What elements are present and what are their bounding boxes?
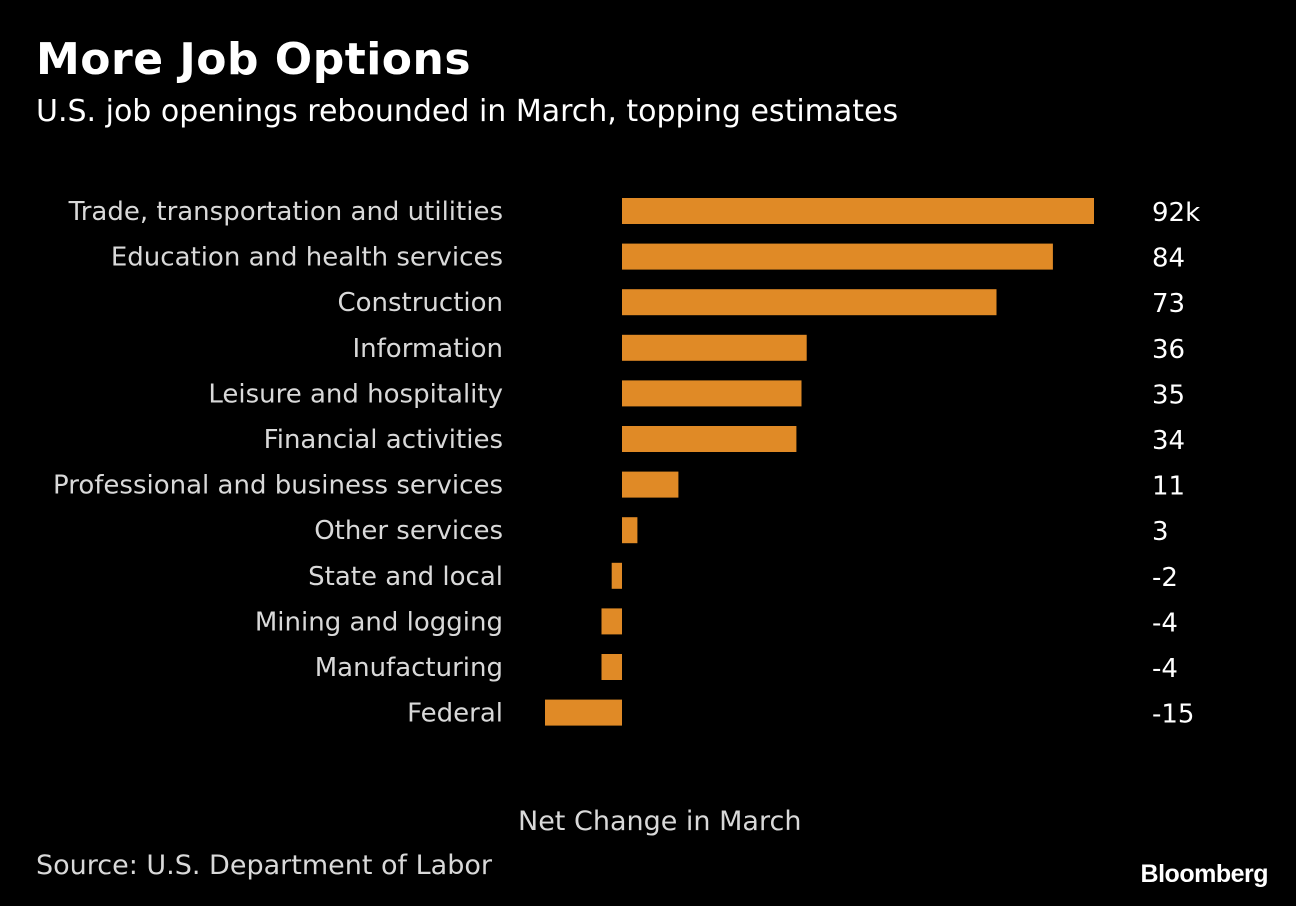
category-label-professional-and-business-services: Professional and business services [53, 471, 503, 501]
category-label-manufacturing: Manufacturing [315, 653, 503, 683]
value-label-education-and-health-services: 84 [1152, 244, 1185, 274]
bar-professional-and-business-services [622, 471, 679, 498]
bar-information [622, 334, 807, 361]
bar-education-and-health-services [622, 243, 1053, 270]
value-label-information: 36 [1152, 335, 1185, 365]
category-label-information: Information [352, 334, 503, 364]
bar-trade-transportation-and-utilities [622, 198, 1094, 224]
source-note: Source: U.S. Department of Labor [36, 850, 492, 881]
bar-state-and-local [611, 562, 622, 589]
category-label-leisure-and-hospitality: Leisure and hospitality [208, 379, 503, 409]
bar-mining-and-logging [601, 608, 622, 635]
chart-title: More Job Options [36, 34, 472, 85]
bars-group [545, 198, 1094, 726]
value-label-manufacturing: -4 [1152, 654, 1178, 684]
bloomberg-logo: Bloomberg [1140, 860, 1269, 888]
value-labels-group: 92k 84 73 36 35 34 11 3 -2 -4 -4 -15 [1152, 198, 1200, 730]
value-label-financial-activities: 34 [1152, 426, 1185, 456]
value-label-mining-and-logging: -4 [1152, 608, 1178, 638]
category-label-trade-transportation-and-utilities: Trade, transportation and utilities [68, 197, 503, 227]
bar-leisure-and-hospitality [622, 380, 802, 407]
category-label-state-and-local: State and local [308, 562, 503, 592]
value-label-trade-transportation-and-utilities: 92k [1152, 198, 1200, 228]
value-label-professional-and-business-services: 11 [1152, 472, 1185, 502]
value-label-leisure-and-hospitality: 35 [1152, 380, 1185, 410]
category-label-education-and-health-services: Education and health services [111, 243, 503, 273]
value-label-other-services: 3 [1152, 517, 1169, 547]
bar-federal [545, 699, 622, 726]
value-label-federal: -15 [1152, 700, 1194, 730]
bar-manufacturing [601, 654, 622, 680]
chart-subtitle: U.S. job openings rebounded in March, to… [36, 94, 899, 129]
value-label-state-and-local: -2 [1152, 563, 1178, 593]
category-label-other-services: Other services [314, 516, 503, 546]
category-label-mining-and-logging: Mining and logging [255, 607, 503, 637]
bar-construction [622, 289, 997, 316]
category-label-federal: Federal [407, 699, 503, 729]
category-labels-group: Trade, transportation and utilities Educa… [53, 197, 503, 729]
value-label-construction: 73 [1152, 289, 1185, 319]
category-label-financial-activities: Financial activities [264, 425, 503, 455]
bar-financial-activities [622, 426, 797, 452]
bar-other-services [622, 517, 638, 544]
x-axis-label: Net Change in March [518, 806, 802, 837]
category-label-construction: Construction [337, 288, 503, 318]
